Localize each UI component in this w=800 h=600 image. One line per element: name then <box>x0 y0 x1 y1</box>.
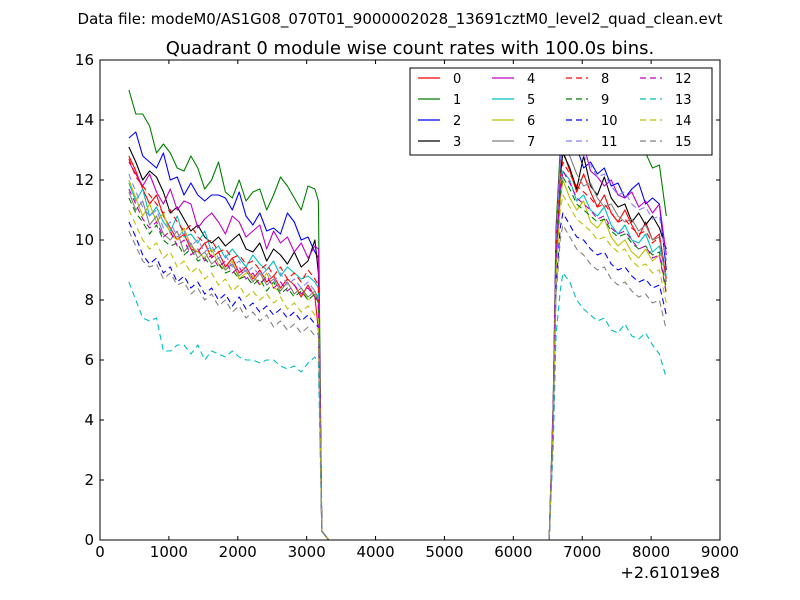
y-tick-label: 4 <box>84 411 94 429</box>
legend-label-5: 5 <box>527 93 535 108</box>
series-line-5 <box>128 170 667 541</box>
series-line-6 <box>128 179 667 541</box>
series-line-9 <box>128 176 667 541</box>
legend-label-7: 7 <box>527 135 535 150</box>
legend-label-0: 0 <box>453 72 461 87</box>
legend-label-2: 2 <box>453 114 461 129</box>
legend-label-14: 14 <box>675 114 692 129</box>
legend-label-12: 12 <box>675 72 692 87</box>
legend-label-10: 10 <box>601 114 618 129</box>
x-tick-label: 7000 <box>563 543 601 561</box>
y-tick-label: 10 <box>75 231 94 249</box>
legend-label-8: 8 <box>601 72 609 87</box>
x-tick-label: 6000 <box>494 543 532 561</box>
x-tick-label: 1000 <box>150 543 188 561</box>
x-tick-label: 0 <box>95 543 105 561</box>
legend-label-6: 6 <box>527 114 535 129</box>
series-line-1 <box>128 89 667 541</box>
legend-label-15: 15 <box>675 135 692 150</box>
y-tick-label: 0 <box>84 531 94 549</box>
legend-label-13: 13 <box>675 93 692 108</box>
series-line-4 <box>128 101 667 541</box>
y-tick-label: 8 <box>84 291 94 309</box>
legend-label-4: 4 <box>527 72 535 87</box>
axis-ticks-group: 0 1000 2000 3000 4000 5000 6000 7000 8000 9000 0 2 4… <box>75 51 739 561</box>
series-line-10 <box>128 212 667 541</box>
x-offset-label: +2.61019e8 <box>620 563 720 582</box>
series-line-12 <box>128 170 667 541</box>
x-tick-label: 4000 <box>356 543 394 561</box>
plot-series-group <box>128 89 667 541</box>
series-line-15 <box>128 224 667 541</box>
y-tick-label: 12 <box>75 171 94 189</box>
series-line-13 <box>128 272 667 541</box>
x-tick-label: 9000 <box>701 543 739 561</box>
series-line-8 <box>128 158 667 541</box>
x-tick-label: 8000 <box>632 543 670 561</box>
data-file-label: Data file: modeM0/AS1G08_070T01_90000020… <box>78 10 723 29</box>
y-tick-label: 14 <box>75 111 94 129</box>
series-line-2 <box>128 125 667 541</box>
chart-title: Quadrant 0 module wise count rates with … <box>166 38 655 59</box>
y-tick-label: 2 <box>84 471 94 489</box>
x-tick-label: 2000 <box>219 543 257 561</box>
x-tick-label: 5000 <box>425 543 463 561</box>
legend-label-3: 3 <box>453 135 461 150</box>
legend-label-1: 1 <box>453 93 461 108</box>
legend-label-11: 11 <box>601 135 618 150</box>
legend-label-9: 9 <box>601 93 609 108</box>
y-tick-label: 6 <box>84 351 94 369</box>
x-tick-label: 3000 <box>288 543 326 561</box>
y-tick-label: 16 <box>75 51 94 69</box>
